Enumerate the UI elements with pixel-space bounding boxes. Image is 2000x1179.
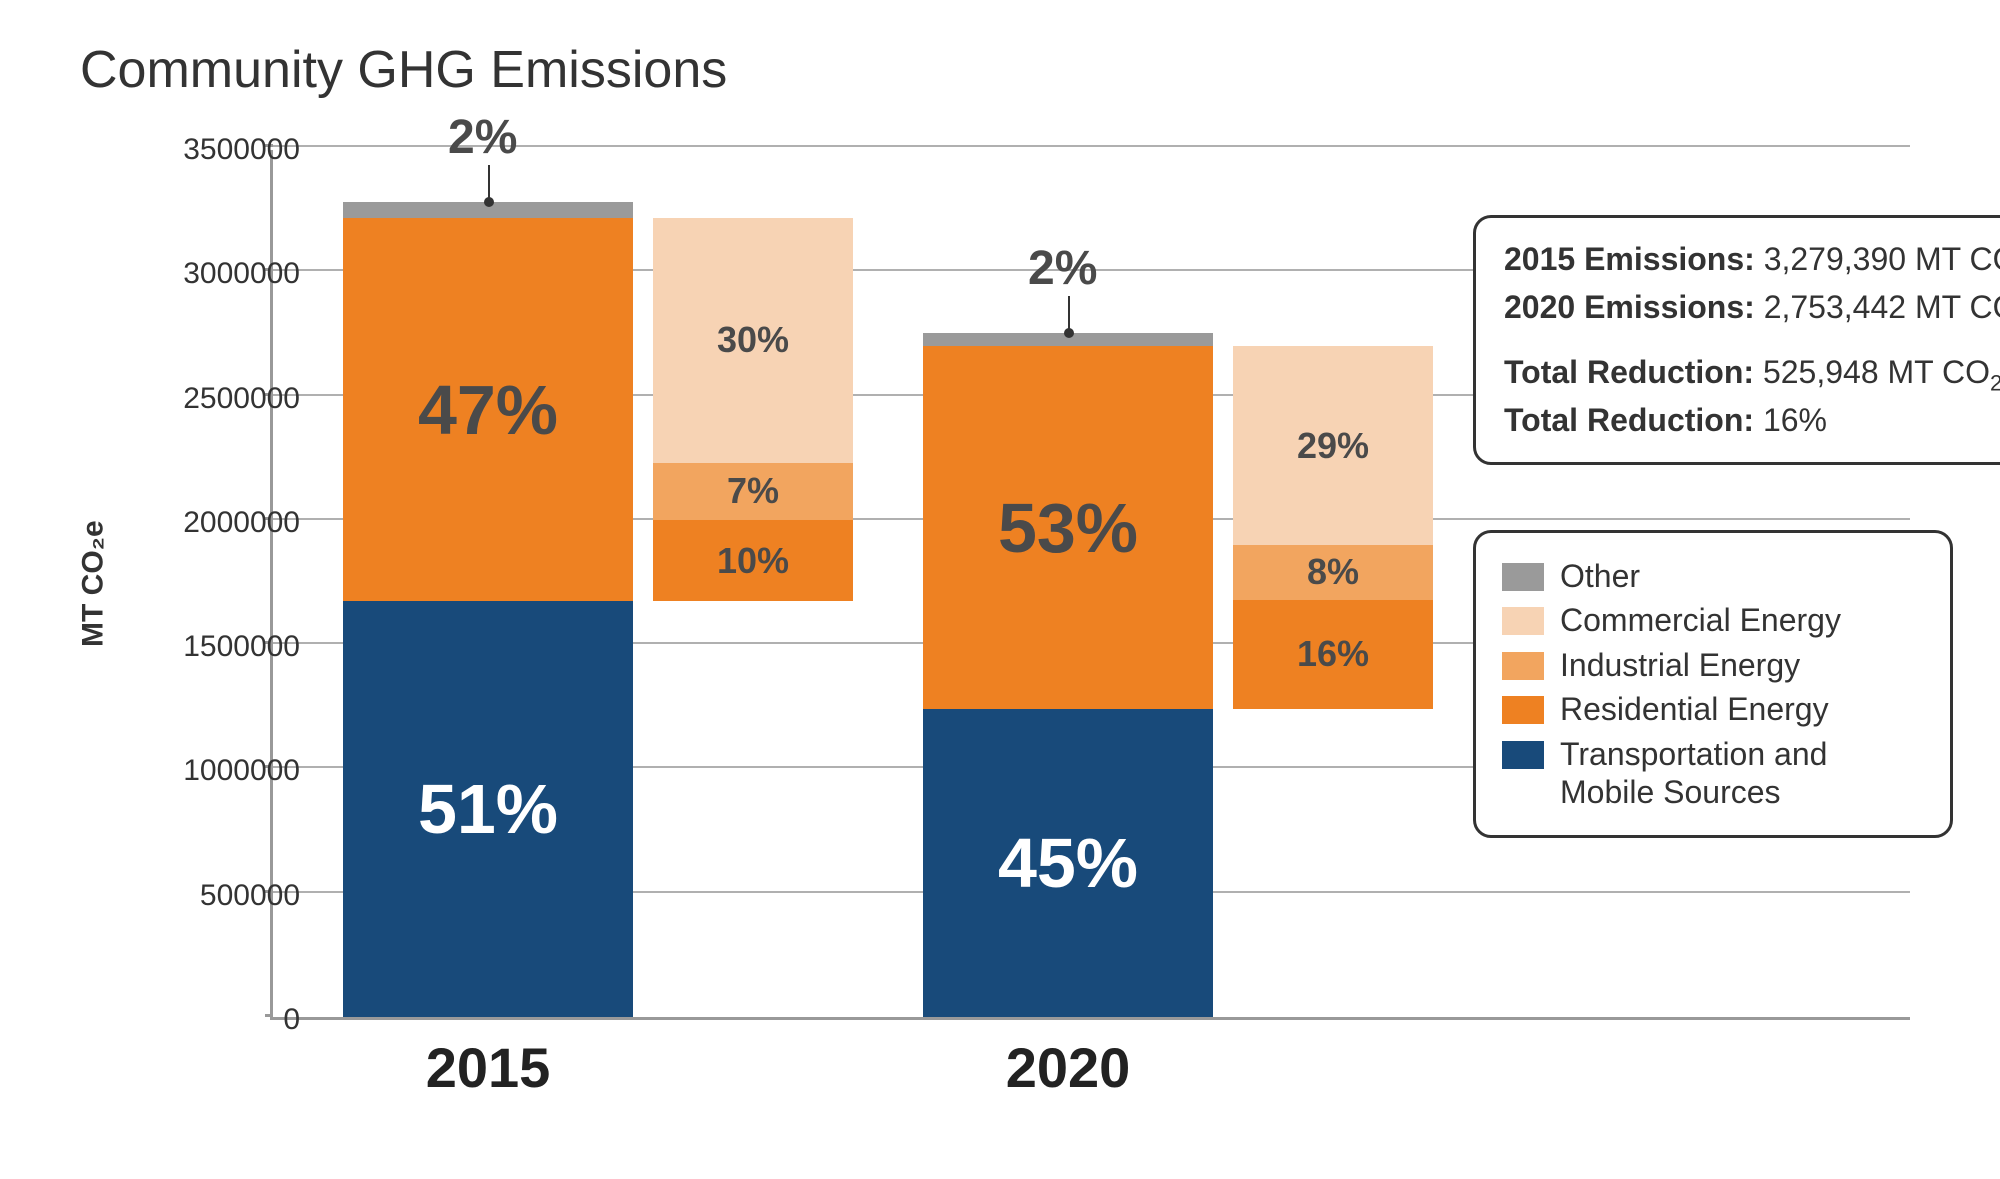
- x-axis-label: 2015: [343, 1035, 633, 1100]
- legend-label: Transportation and Mobile Sources: [1560, 735, 1920, 812]
- detail-pct-label: 16%: [1297, 633, 1369, 675]
- legend-swatch: [1502, 696, 1544, 724]
- callout-dot: [1064, 328, 1074, 338]
- legend-swatch: [1502, 563, 1544, 591]
- y-tick-label: 0: [120, 1003, 300, 1037]
- callout-label: 2%: [1028, 241, 1097, 296]
- legend-swatch: [1502, 652, 1544, 680]
- info-bold: 2020 Emissions:: [1504, 289, 1755, 325]
- callout-label: 2%: [448, 110, 517, 165]
- bar-segment-residential: 53%: [923, 346, 1213, 709]
- segment-pct-label: 51%: [418, 769, 558, 849]
- main-stacked-bar: 51% 47%: [343, 202, 633, 1017]
- y-tick-label: 3000000: [120, 257, 300, 291]
- detail-segment-residential: 10%: [653, 520, 853, 602]
- segment-pct-label: 47%: [418, 370, 558, 450]
- info-value: 16%: [1754, 402, 1827, 438]
- y-tick-label: 500000: [120, 879, 300, 913]
- bar-segment-transportation: 51%: [343, 601, 633, 1017]
- info-value: 525,948 MT CO2e: [1754, 354, 2000, 390]
- plot-area: 51%47%2%10%7%30%201545%53%2%16%8%29%2020…: [270, 150, 1910, 1020]
- info-bold: Total Reduction:: [1504, 402, 1754, 438]
- info-value: 2,753,442 MT CO2e: [1755, 289, 2000, 325]
- detail-segment-residential: 16%: [1233, 600, 1433, 710]
- detail-pct-label: 7%: [727, 470, 779, 512]
- info-line: Total Reduction: 16%: [1504, 399, 2000, 442]
- bar-segment-transportation: 45%: [923, 709, 1213, 1017]
- info-bold: Total Reduction:: [1504, 354, 1754, 390]
- chart-container: MT CO₂e 51%47%2%10%7%30%201545%53%2%16%8…: [50, 130, 1950, 1130]
- chart-title: Community GHG Emissions: [80, 40, 1950, 100]
- legend-label: Commercial Energy: [1560, 601, 1841, 639]
- legend-item: Other: [1502, 557, 1924, 595]
- callout-line: [488, 165, 490, 200]
- detail-segment-commercial: 30%: [653, 218, 853, 463]
- detail-stacked-bar: 16% 8% 29%: [1233, 346, 1433, 709]
- detail-segment-industrial: 7%: [653, 463, 853, 520]
- y-tick-label: 2500000: [120, 382, 300, 416]
- info-value: 3,279,390 MT CO2e: [1755, 241, 2000, 277]
- y-axis-label: MT CO₂e: [76, 520, 110, 647]
- info-line: Total Reduction: 525,948 MT CO2e: [1504, 351, 2000, 399]
- legend-label: Residential Energy: [1560, 690, 1829, 728]
- legend-box: Other Commercial Energy Industrial Energy R…: [1473, 530, 1953, 838]
- summary-info-box: 2015 Emissions: 3,279,390 MT CO2e2020 Em…: [1473, 215, 2000, 465]
- y-tick-label: 2000000: [120, 506, 300, 540]
- legend-item: Commercial Energy: [1502, 601, 1924, 639]
- legend-label: Industrial Energy: [1560, 646, 1800, 684]
- legend-label: Other: [1560, 557, 1640, 595]
- info-line: [1504, 333, 2000, 351]
- legend-item: Industrial Energy: [1502, 646, 1924, 684]
- segment-pct-label: 45%: [998, 823, 1138, 903]
- y-tick-label: 1000000: [120, 754, 300, 788]
- legend-item: Transportation and Mobile Sources: [1502, 735, 1924, 812]
- info-line: 2020 Emissions: 2,753,442 MT CO2e: [1504, 286, 2000, 334]
- callout-dot: [484, 197, 494, 207]
- main-stacked-bar: 45% 53%: [923, 333, 1213, 1017]
- detail-segment-industrial: 8%: [1233, 545, 1433, 600]
- x-axis-label: 2020: [923, 1035, 1213, 1100]
- info-bold: 2015 Emissions:: [1504, 241, 1755, 277]
- legend-item: Residential Energy: [1502, 690, 1924, 728]
- callout-line: [1068, 296, 1070, 331]
- info-line: 2015 Emissions: 3,279,390 MT CO2e: [1504, 238, 2000, 286]
- bar-segment-residential: 47%: [343, 218, 633, 601]
- legend-swatch: [1502, 607, 1544, 635]
- detail-segment-commercial: 29%: [1233, 346, 1433, 544]
- detail-pct-label: 8%: [1307, 551, 1359, 593]
- detail-pct-label: 29%: [1297, 425, 1369, 467]
- detail-stacked-bar: 10% 7% 30%: [653, 218, 853, 601]
- detail-pct-label: 10%: [717, 540, 789, 582]
- y-tick-label: 3500000: [120, 133, 300, 167]
- y-tick-label: 1500000: [120, 630, 300, 664]
- segment-pct-label: 53%: [998, 488, 1138, 568]
- legend-swatch: [1502, 741, 1544, 769]
- gridline: [273, 145, 1910, 147]
- detail-pct-label: 30%: [717, 319, 789, 361]
